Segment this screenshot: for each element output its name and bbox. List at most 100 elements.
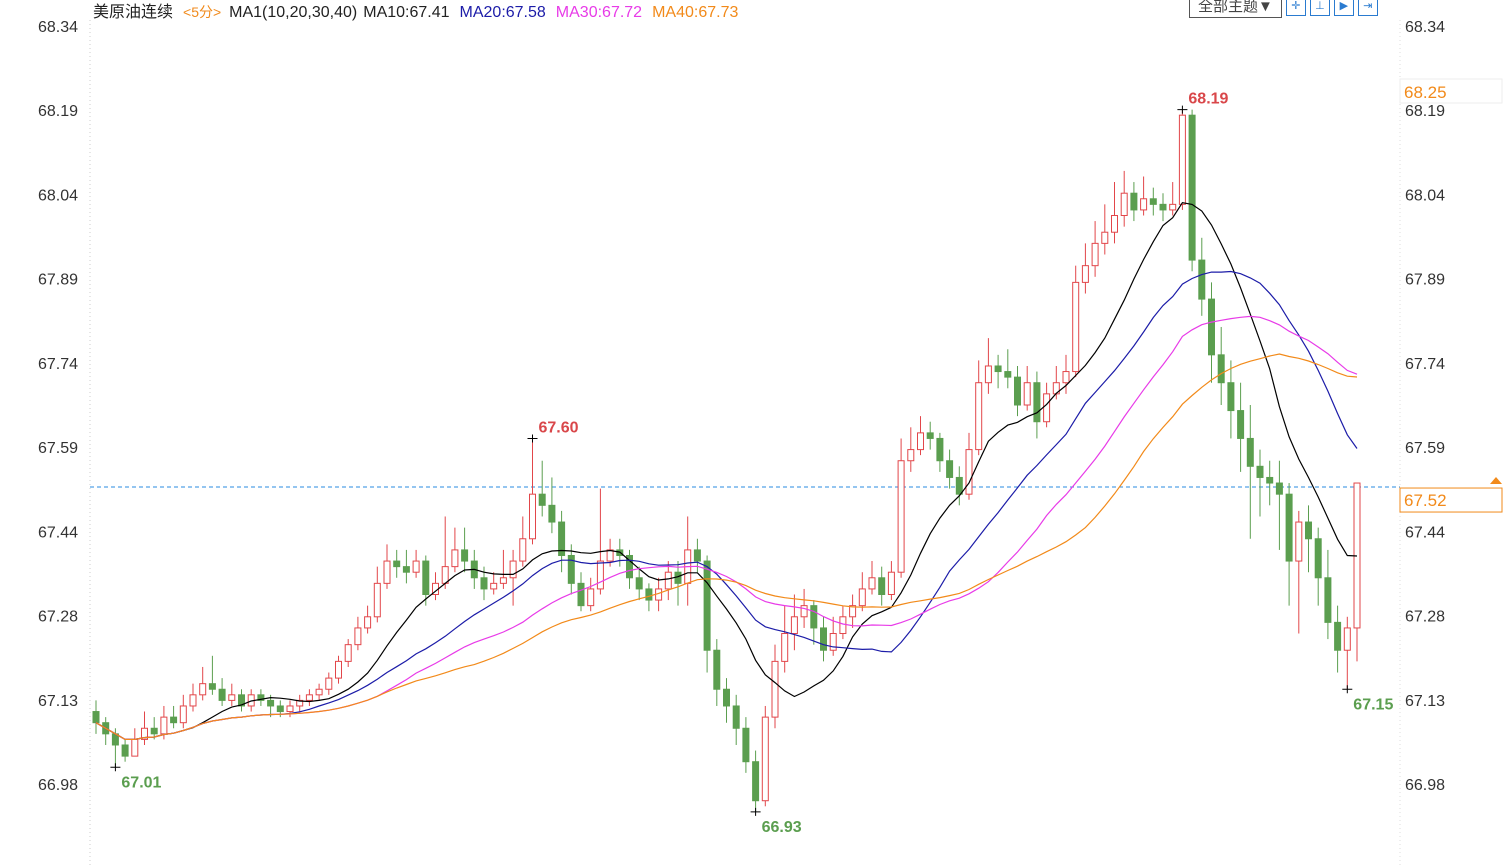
candle-down (1014, 376, 1021, 406)
ma10-line (95, 202, 1358, 741)
y-tick-label-right: 66.98 (1405, 777, 1445, 794)
candle-up (965, 449, 973, 495)
y-tick-label-left: 67.28 (38, 609, 78, 626)
candle-down (1275, 482, 1283, 495)
candle-up (451, 549, 459, 568)
candle-down (267, 699, 275, 707)
y-tick-label-right: 67.59 (1405, 440, 1445, 457)
candle-up (1043, 393, 1051, 423)
price-arrow-icon (1490, 477, 1502, 485)
candle-down (461, 549, 469, 562)
crosshair-icon[interactable]: ✛ (1285, 0, 1306, 16)
candle-up (286, 705, 294, 713)
candle-up (344, 644, 352, 662)
candle-up (839, 616, 847, 635)
candle-down (626, 554, 633, 579)
chart-header: 美原油连续 <5分> MA1(10,20,30,40) MA10:67.41 MA20:… (93, 0, 748, 22)
theme-dropdown[interactable]: 全部主题▼ (1189, 0, 1282, 18)
candle-down (1227, 382, 1235, 412)
candle-up (790, 616, 798, 635)
y-tick-label-left: 67.13 (38, 693, 78, 710)
candle-up (189, 694, 197, 707)
toolbar: 全部主题▼ ✛ ⊥ ▶ ⇥ (1189, 0, 1378, 18)
candle-down (218, 688, 226, 701)
y-tick-label-right: 67.89 (1405, 272, 1445, 289)
candle-down (538, 493, 546, 506)
current-price-tag (1399, 487, 1503, 513)
candle-up (383, 560, 391, 584)
low-label: 67.15 (1353, 696, 1393, 713)
candle-down (92, 711, 100, 724)
candle-up (781, 633, 789, 662)
candle-up (1101, 231, 1109, 244)
candle-down (238, 694, 245, 707)
candle-up (529, 493, 536, 540)
y-tick-label-right: 68.19 (1405, 103, 1445, 120)
candle-down (121, 744, 129, 757)
extreme-marker (750, 807, 761, 816)
candle-down (635, 577, 643, 590)
candle-down (1208, 298, 1215, 356)
candle-up (587, 588, 595, 607)
candle-down (150, 727, 158, 735)
candle-up (228, 694, 236, 701)
candle-up (897, 460, 905, 573)
y-tick-label-left: 66.98 (38, 777, 78, 794)
candle-up (907, 449, 915, 462)
period-label[interactable]: <5分> (183, 4, 222, 20)
current-price-label: 67.52 (1404, 491, 1447, 510)
candle-up (868, 577, 876, 590)
candle-down (693, 549, 701, 562)
candle-down (1285, 493, 1293, 562)
candle-up (131, 738, 139, 757)
candle-down (393, 560, 401, 568)
alert-price-label: 68.25 (1404, 83, 1447, 102)
candle-down (257, 694, 265, 701)
candle-up (664, 571, 672, 590)
candle-down (1314, 538, 1322, 579)
candle-up (499, 577, 507, 584)
candle-down (732, 705, 740, 729)
ma30-line (95, 315, 1358, 741)
candle-down (946, 460, 954, 478)
candle-down (1237, 410, 1245, 439)
play-icon[interactable]: ▶ (1333, 0, 1354, 16)
candle-down (567, 554, 575, 584)
y-tick-label-right: 67.13 (1405, 693, 1445, 710)
ma40-line (95, 353, 1358, 741)
candle-down (577, 582, 585, 607)
candle-down (1198, 259, 1206, 300)
candle-down (548, 504, 556, 523)
candle-up (1169, 203, 1177, 211)
candle-down (1324, 577, 1332, 623)
candle-up (1178, 114, 1186, 205)
candle-down (742, 727, 750, 763)
candle-up (858, 588, 866, 607)
symbol-name: 美原油连续 (93, 4, 174, 21)
candle-down (820, 627, 827, 651)
candle-down (878, 577, 886, 596)
y-tick-label-left: 67.59 (38, 440, 78, 457)
candle-down (752, 761, 760, 802)
zoom-in-icon[interactable]: ⊥ (1309, 0, 1330, 16)
candle-up (1062, 371, 1070, 384)
candle-down (1246, 437, 1254, 467)
candle-down (402, 566, 410, 573)
candle-up (849, 605, 857, 618)
indicator-name[interactable]: MA1(10,20,30,40) (229, 4, 358, 21)
y-tick-label-right: 67.74 (1405, 356, 1445, 373)
candle-down (1334, 621, 1342, 651)
candle-up (761, 716, 769, 802)
y-tick-label-right: 68.04 (1405, 187, 1445, 204)
candle-down (703, 560, 711, 651)
candle-up (1120, 192, 1128, 217)
candle-up (354, 627, 362, 646)
candle-down (955, 476, 963, 495)
candle-down (1149, 198, 1157, 205)
low-label: 66.93 (762, 819, 802, 836)
candle-up (335, 660, 342, 679)
candle-up (1295, 521, 1303, 562)
candle-up (160, 716, 168, 735)
expand-icon[interactable]: ⇥ (1357, 0, 1378, 16)
